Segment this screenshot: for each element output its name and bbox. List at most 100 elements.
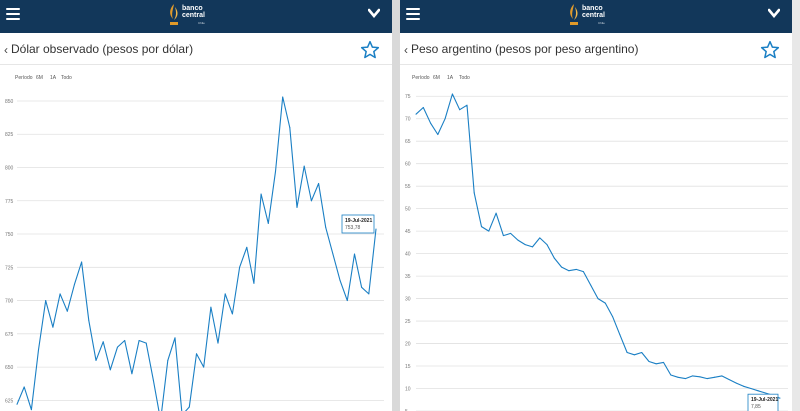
screen-separator: [392, 0, 400, 411]
period-label: Período: [15, 75, 33, 81]
data-point: [531, 246, 533, 248]
data-point: [332, 253, 334, 255]
data-point: [582, 271, 584, 273]
data-point: [612, 316, 614, 318]
data-point: [466, 104, 468, 106]
data-point: [735, 382, 737, 384]
y-tick-label: 775: [5, 199, 14, 205]
period-1a-button[interactable]: 1A: [447, 75, 454, 81]
period-todo-button[interactable]: Todo: [61, 75, 72, 81]
screen-dolar-observado: banco central Chile ‹ Dólar observado (p…: [0, 0, 392, 411]
data-point: [677, 376, 679, 378]
data-point: [568, 270, 570, 272]
data-point: [415, 113, 417, 115]
data-point: [138, 339, 140, 341]
period-1a-button[interactable]: 1A: [50, 75, 57, 81]
back-arrow-icon[interactable]: ‹: [4, 43, 8, 57]
data-point: [604, 302, 606, 304]
data-point: [16, 403, 18, 405]
data-point: [217, 342, 219, 344]
data-point: [88, 320, 90, 322]
data-point: [641, 352, 643, 354]
screen-peso-argentino: banco central Chile ‹ Peso argentino (pe…: [400, 0, 792, 411]
period-label: Período: [412, 75, 430, 81]
y-tick-label: 50: [405, 207, 411, 213]
data-point: [633, 354, 635, 356]
data-point: [361, 286, 363, 288]
hamburger-menu-icon[interactable]: [6, 8, 20, 22]
y-tick-label: 850: [5, 99, 14, 105]
logo-flame-icon: [570, 4, 578, 25]
tooltip-date: 19-Jul-2021: [751, 397, 778, 403]
data-point: [109, 369, 111, 371]
y-tick-label: 725: [5, 265, 14, 271]
data-point: [444, 118, 446, 120]
y-tick-label: 675: [5, 332, 14, 338]
period-6m-button[interactable]: 6M: [433, 75, 440, 81]
logo-line1: banco: [182, 5, 203, 12]
hamburger-menu-icon[interactable]: [406, 8, 420, 22]
data-point: [253, 282, 255, 284]
data-point: [310, 200, 312, 202]
line-chart: 850 825 800 775 750 725 700 675 650 625 19-Jul-202…: [5, 96, 384, 411]
chevron-down-icon[interactable]: [368, 8, 380, 18]
banco-central-logo: banco central Chile: [568, 2, 628, 30]
data-point: [224, 293, 226, 295]
page-title: Peso argentino (pesos por peso argentino…: [411, 42, 639, 56]
data-point: [553, 257, 555, 259]
back-arrow-icon[interactable]: ‹: [404, 43, 408, 57]
data-point: [117, 346, 119, 348]
data-point: [188, 406, 190, 408]
data-point: [663, 361, 665, 363]
period-6m-button[interactable]: 6M: [36, 75, 43, 81]
data-point: [670, 374, 672, 376]
y-tick-label: 750: [5, 232, 14, 238]
chevron-down-icon[interactable]: [768, 8, 780, 18]
data-point: [246, 246, 248, 248]
data-point: [430, 122, 432, 124]
period-todo-button[interactable]: Todo: [459, 75, 470, 81]
tooltip-value: 7,85: [751, 404, 761, 410]
series-line: [16, 96, 377, 411]
data-point: [495, 212, 497, 214]
data-point: [318, 182, 320, 184]
y-tick-label: 825: [5, 132, 14, 138]
data-point: [325, 226, 327, 228]
data-point: [459, 109, 461, 111]
data-point: [196, 353, 197, 355]
y-tick-label: 10: [405, 387, 411, 393]
logo-subtitle: Chile: [198, 21, 205, 25]
data-point: [210, 306, 212, 308]
data-point: [699, 376, 701, 378]
data-point: [124, 339, 126, 341]
logo-text: banco central: [182, 5, 205, 19]
y-tick-label: 70: [405, 117, 411, 123]
logo-line1: banco: [582, 5, 603, 12]
series-line: [415, 93, 781, 399]
page-title-bar: ‹ Peso argentino (pesos por peso argenti…: [400, 33, 792, 65]
data-point: [422, 106, 424, 108]
data-point: [167, 359, 169, 361]
data-point: [152, 379, 154, 381]
banco-central-logo: banco central Chile: [168, 2, 228, 30]
data-point: [289, 127, 291, 129]
data-point: [510, 232, 512, 234]
data-point: [728, 379, 730, 381]
data-point: [38, 349, 40, 351]
star-outline-icon[interactable]: [760, 40, 780, 60]
data-point: [626, 352, 628, 354]
data-point: [648, 361, 650, 363]
star-outline-icon[interactable]: [360, 40, 380, 60]
data-point: [590, 284, 592, 286]
data-point: [619, 334, 621, 336]
data-point: [231, 313, 233, 315]
y-tick-label: 60: [405, 162, 411, 168]
logo-line2: central: [582, 12, 605, 19]
data-point: [517, 239, 519, 241]
data-point: [303, 165, 305, 167]
logo-subtitle: Chile: [598, 21, 605, 25]
data-point: [575, 268, 577, 270]
logo-line2: central: [182, 12, 205, 19]
data-point: [102, 341, 104, 343]
app-header: banco central Chile: [0, 0, 392, 33]
